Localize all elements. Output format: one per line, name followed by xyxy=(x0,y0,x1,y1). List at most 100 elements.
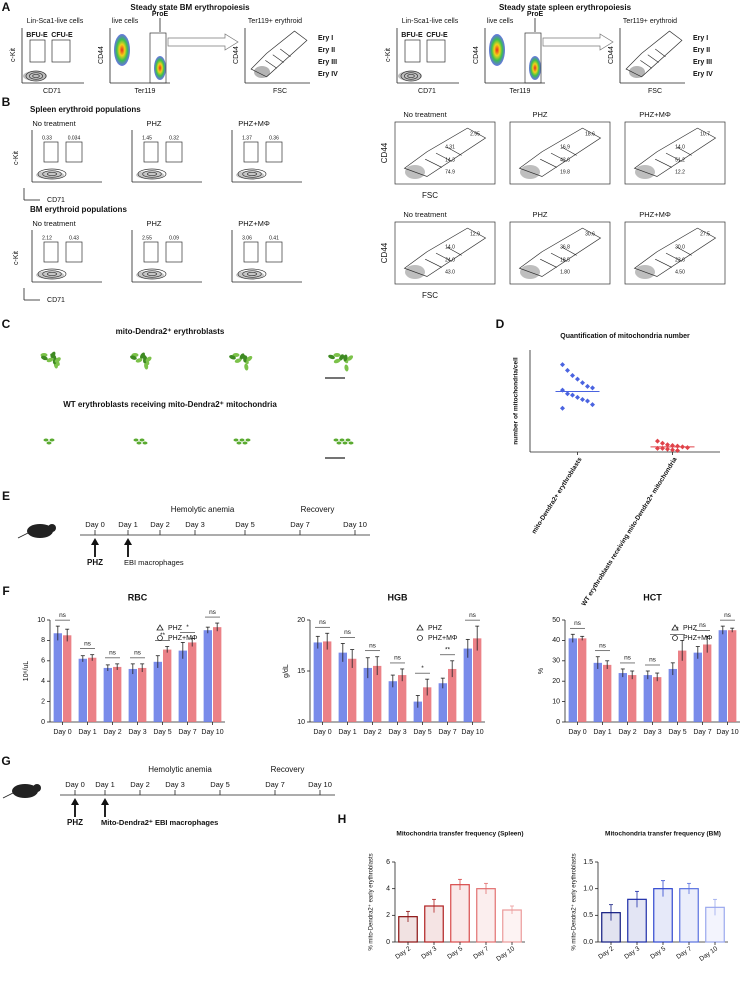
axis-label: CD44 xyxy=(98,46,105,64)
chart-title: Mitochondria transfer frequency (BM) xyxy=(605,831,721,838)
bar xyxy=(63,635,72,722)
x-tick-label: Day 10 xyxy=(716,729,738,736)
population-name: Ery I xyxy=(693,35,708,42)
x-tick-label: Day 5 xyxy=(413,729,431,736)
panel-letter: C xyxy=(2,317,11,331)
contour xyxy=(403,72,419,80)
x-tick-label: Day 2 xyxy=(363,729,381,736)
bar xyxy=(568,638,577,722)
bar xyxy=(338,652,347,722)
x-tick-label: Day 1 xyxy=(338,729,356,736)
y-tick-label: 10 xyxy=(552,698,560,705)
data-point xyxy=(560,405,565,411)
gate xyxy=(143,241,159,263)
gate-frequency: 42.6 xyxy=(560,157,570,163)
significance-label: ns xyxy=(134,650,142,657)
significance-label: ns xyxy=(469,612,477,619)
gate-frequency: 2.55 xyxy=(142,235,152,241)
x-tick-label: Day 7 xyxy=(472,945,490,961)
bar xyxy=(348,658,357,722)
significance-label: * xyxy=(421,665,424,672)
ery-gate xyxy=(403,227,487,277)
x-tick-label: Day 2 xyxy=(597,945,615,961)
arrow-big xyxy=(542,33,614,51)
plot-frame xyxy=(624,221,726,285)
mitochondrion xyxy=(135,358,143,363)
gate-frequency: 19.8 xyxy=(560,169,570,175)
mitochondrion xyxy=(239,438,245,442)
bar xyxy=(653,677,662,722)
ery-gate-divider xyxy=(272,54,284,63)
y-tick-label: 2 xyxy=(386,912,390,919)
y-tick-label: 10 xyxy=(297,719,305,726)
bar xyxy=(313,642,322,722)
x-tick-label: Day 7 xyxy=(675,945,693,961)
gate xyxy=(404,39,421,63)
gate-frequency: 2.12 xyxy=(42,235,52,241)
gate-title: Lin-Sca1-live cells xyxy=(27,18,84,25)
phase-label: Hemolytic anemia xyxy=(171,505,235,514)
ery-gate-divider xyxy=(655,258,672,268)
mitochondrion xyxy=(342,441,348,445)
bar xyxy=(463,648,472,722)
cells-label: Mito-Dendra2⁺ EBI macrophages xyxy=(101,818,218,827)
x-tick-label: Day 10 xyxy=(495,945,516,963)
heat-cloud xyxy=(154,56,166,80)
contour xyxy=(246,271,258,277)
gate xyxy=(265,141,283,163)
plot-frame xyxy=(509,121,611,185)
ery-gate-divider xyxy=(265,60,277,69)
mitochondrion xyxy=(343,354,348,362)
mitochondrion xyxy=(133,438,139,442)
gate-frequency: 27.5 xyxy=(700,231,710,237)
bar xyxy=(153,661,162,722)
mitochondrion xyxy=(347,355,354,361)
gate-frequency: 14.0 xyxy=(675,144,685,150)
y-tick-label: 4 xyxy=(41,678,45,685)
bar xyxy=(448,668,457,722)
gate-title: Lin-Sca1-live cells xyxy=(402,18,459,25)
gate-name: CFU-E xyxy=(426,32,448,39)
population-name: Ery III xyxy=(318,59,337,66)
gate-name: ProE xyxy=(152,11,169,18)
significance-label: ns xyxy=(209,609,217,616)
bar xyxy=(593,662,602,722)
mouse-head xyxy=(48,524,56,532)
panel-title: Steady state BM erythropoiesis xyxy=(130,3,250,12)
significance-label: ns xyxy=(59,612,67,619)
ery-gate-divider xyxy=(647,54,659,63)
legend-marker xyxy=(672,635,678,641)
bar xyxy=(728,630,737,722)
gate-frequency: 43.0 xyxy=(445,269,455,275)
data-point xyxy=(565,367,570,373)
data-point xyxy=(675,448,680,454)
gate-frequency: 51.2 xyxy=(675,157,685,163)
plot-frame xyxy=(394,121,496,185)
panel-letter: A xyxy=(2,0,11,14)
bar xyxy=(643,675,652,722)
bar xyxy=(363,667,372,722)
ery-gate-divider xyxy=(540,258,557,268)
bar xyxy=(502,909,522,943)
condition: PHZ xyxy=(533,210,548,219)
axis-label: FSC xyxy=(273,88,287,95)
mouse-tail xyxy=(2,792,14,799)
significance-label: * xyxy=(186,624,189,631)
heat-cloud xyxy=(114,34,130,66)
contour xyxy=(246,171,258,177)
gate xyxy=(143,141,159,163)
axis-label: c-Kit xyxy=(13,251,20,265)
gate xyxy=(243,141,259,163)
mitochondrion xyxy=(242,441,248,445)
bar xyxy=(113,666,122,722)
significance-label: ns xyxy=(599,642,607,649)
gate-frequency: 1.80 xyxy=(560,269,570,275)
y-tick-label: 0.5 xyxy=(583,912,593,919)
day-label: Day 10 xyxy=(343,520,367,529)
data-point xyxy=(585,398,590,404)
mitochondrion xyxy=(50,351,56,358)
ery-gate-divider xyxy=(435,252,452,262)
bar xyxy=(668,668,677,722)
mitochondrion xyxy=(244,363,249,371)
condition: No treatment xyxy=(403,110,447,119)
